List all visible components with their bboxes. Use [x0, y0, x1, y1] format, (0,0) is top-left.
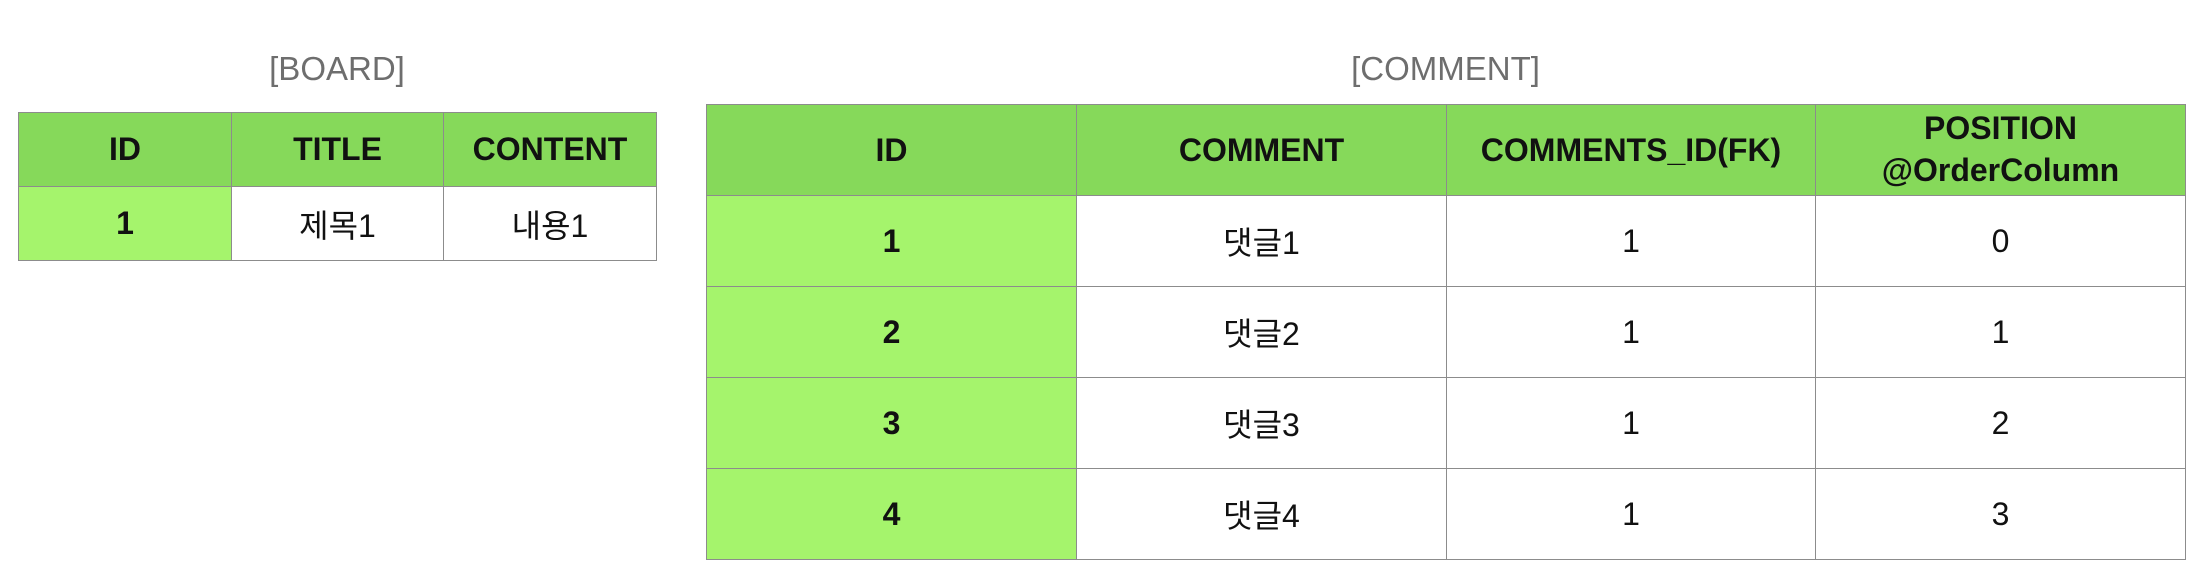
- comment-table: ID COMMENT COMMENTS_ID(FK) POSITION @Ord…: [706, 104, 2186, 560]
- comment-cell-comments-id: 1: [1446, 195, 1816, 287]
- comment-cell-id: 1: [706, 195, 1077, 287]
- comment-cell-id: 4: [706, 468, 1077, 560]
- board-row: 1 제목1 내용1: [18, 186, 657, 261]
- comment-row: 2 댓글2 1 1: [706, 286, 2186, 378]
- comment-header-id: ID: [706, 104, 1077, 196]
- comment-cell-comment: 댓글3: [1076, 377, 1447, 469]
- comment-cell-position: 1: [1815, 286, 2186, 378]
- comment-cell-position: 3: [1815, 468, 2186, 560]
- comment-header-position-label: POSITION: [1924, 110, 2077, 147]
- comment-header-comments-id-fk: COMMENTS_ID(FK): [1446, 104, 1816, 196]
- comment-cell-comment: 댓글2: [1076, 286, 1447, 378]
- comment-cell-position: 2: [1815, 377, 2186, 469]
- comment-row: 3 댓글3 1 2: [706, 377, 2186, 469]
- board-header-title: TITLE: [231, 112, 444, 187]
- comment-header-position: POSITION @OrderColumn: [1815, 104, 2186, 196]
- comment-table-caption: [COMMENT]: [1351, 50, 1540, 87]
- comment-header-order-column-label: @OrderColumn: [1881, 152, 2120, 188]
- board-table-caption: [BOARD]: [269, 50, 405, 87]
- comment-header-comment: COMMENT: [1076, 104, 1447, 196]
- comment-cell-comments-id: 1: [1446, 286, 1816, 378]
- comment-cell-comment: 댓글1: [1076, 195, 1447, 287]
- board-header-content: CONTENT: [443, 112, 657, 187]
- board-header-row: ID TITLE CONTENT: [18, 112, 657, 187]
- comment-header-row: ID COMMENT COMMENTS_ID(FK) POSITION @Ord…: [706, 104, 2186, 196]
- comment-cell-comment: 댓글4: [1076, 468, 1447, 560]
- comment-cell-comments-id: 1: [1446, 468, 1816, 560]
- comment-row: 4 댓글4 1 3: [706, 468, 2186, 560]
- board-cell-title: 제목1: [231, 186, 444, 261]
- board-table: ID TITLE CONTENT 1 제목1 내용1: [18, 112, 657, 261]
- comment-cell-comments-id: 1: [1446, 377, 1816, 469]
- comment-cell-id: 3: [706, 377, 1077, 469]
- board-header-id: ID: [18, 112, 232, 187]
- comment-cell-position: 0: [1815, 195, 2186, 287]
- board-cell-content: 내용1: [443, 186, 657, 261]
- comment-cell-id: 2: [706, 286, 1077, 378]
- comment-row: 1 댓글1 1 0: [706, 195, 2186, 287]
- board-cell-id: 1: [18, 186, 232, 261]
